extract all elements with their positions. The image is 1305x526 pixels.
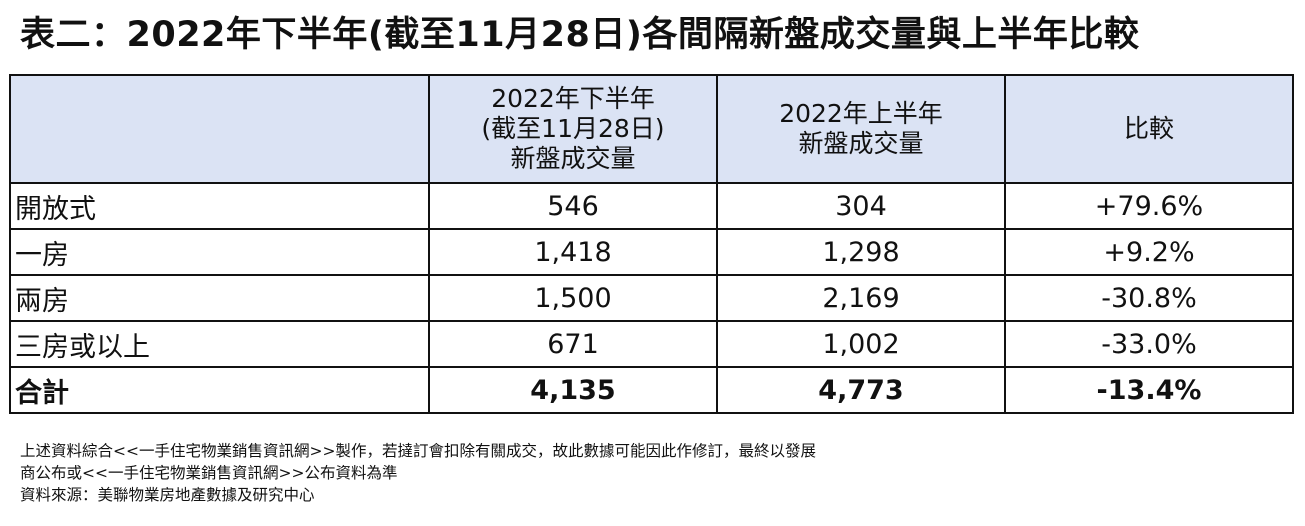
header-line: 新盤成交量 — [510, 144, 636, 173]
row-label: 一房 — [9, 228, 430, 276]
header-h2-2022: 2022年下半年 (截至11月28日) 新盤成交量 — [428, 74, 718, 184]
cell-h2: 671 — [428, 320, 718, 368]
table-row: 兩房 1,500 2,169 -30.8% — [9, 274, 1294, 322]
table-row: 三房或以上 671 1,002 -33.0% — [9, 320, 1294, 368]
cell-h2: 1,500 — [428, 274, 718, 322]
table-header-row: 2022年下半年 (截至11月28日) 新盤成交量 2022年上半年 新盤成交量… — [9, 74, 1294, 184]
row-label: 開放式 — [9, 182, 430, 230]
cell-h1: 304 — [716, 182, 1006, 230]
header-room-type — [9, 74, 430, 184]
header-line: 新盤成交量 — [798, 129, 924, 158]
header-line: 比較 — [1123, 114, 1174, 143]
row-label: 三房或以上 — [9, 320, 430, 368]
header-line: 2022年下半年 — [491, 84, 655, 113]
table-row: 一房 1,418 1,298 +9.2% — [9, 228, 1294, 276]
header-comparison: 比較 — [1004, 74, 1294, 184]
cell-change: -33.0% — [1004, 320, 1294, 368]
total-h1: 4,773 — [716, 366, 1006, 414]
cell-h1: 2,169 — [716, 274, 1006, 322]
footnote-line: 商公布或<<一手住宅物業銷售資訊網>>公布資料為準 — [20, 464, 398, 482]
table-total-row: 合計 4,135 4,773 -13.4% — [9, 366, 1294, 414]
page-title: 表二：2022年下半年(截至11月28日)各間隔新盤成交量與上半年比較 — [20, 15, 1140, 55]
source-note: 資料來源：美聯物業房地產數據及研究中心 — [20, 486, 315, 504]
header-line: (截至11月28日) — [481, 114, 665, 143]
footnotes: 上述資料綜合<<一手住宅物業銷售資訊網>>製作，若撻訂會扣除有關成交，故此數據可… — [20, 440, 816, 506]
total-change: -13.4% — [1004, 366, 1294, 414]
row-label: 兩房 — [9, 274, 430, 322]
cell-change: +79.6% — [1004, 182, 1294, 230]
cell-h2: 1,418 — [428, 228, 718, 276]
cell-h1: 1,002 — [716, 320, 1006, 368]
header-h1-2022: 2022年上半年 新盤成交量 — [716, 74, 1006, 184]
total-h2: 4,135 — [428, 366, 718, 414]
total-label: 合計 — [9, 366, 430, 414]
comparison-table: 2022年下半年 (截至11月28日) 新盤成交量 2022年上半年 新盤成交量… — [9, 74, 1294, 414]
cell-h1: 1,298 — [716, 228, 1006, 276]
cell-h2: 546 — [428, 182, 718, 230]
cell-change: -30.8% — [1004, 274, 1294, 322]
cell-change: +9.2% — [1004, 228, 1294, 276]
footnote-line: 上述資料綜合<<一手住宅物業銷售資訊網>>製作，若撻訂會扣除有關成交，故此數據可… — [20, 442, 816, 460]
header-line: 2022年上半年 — [779, 99, 943, 128]
table-row: 開放式 546 304 +79.6% — [9, 182, 1294, 230]
